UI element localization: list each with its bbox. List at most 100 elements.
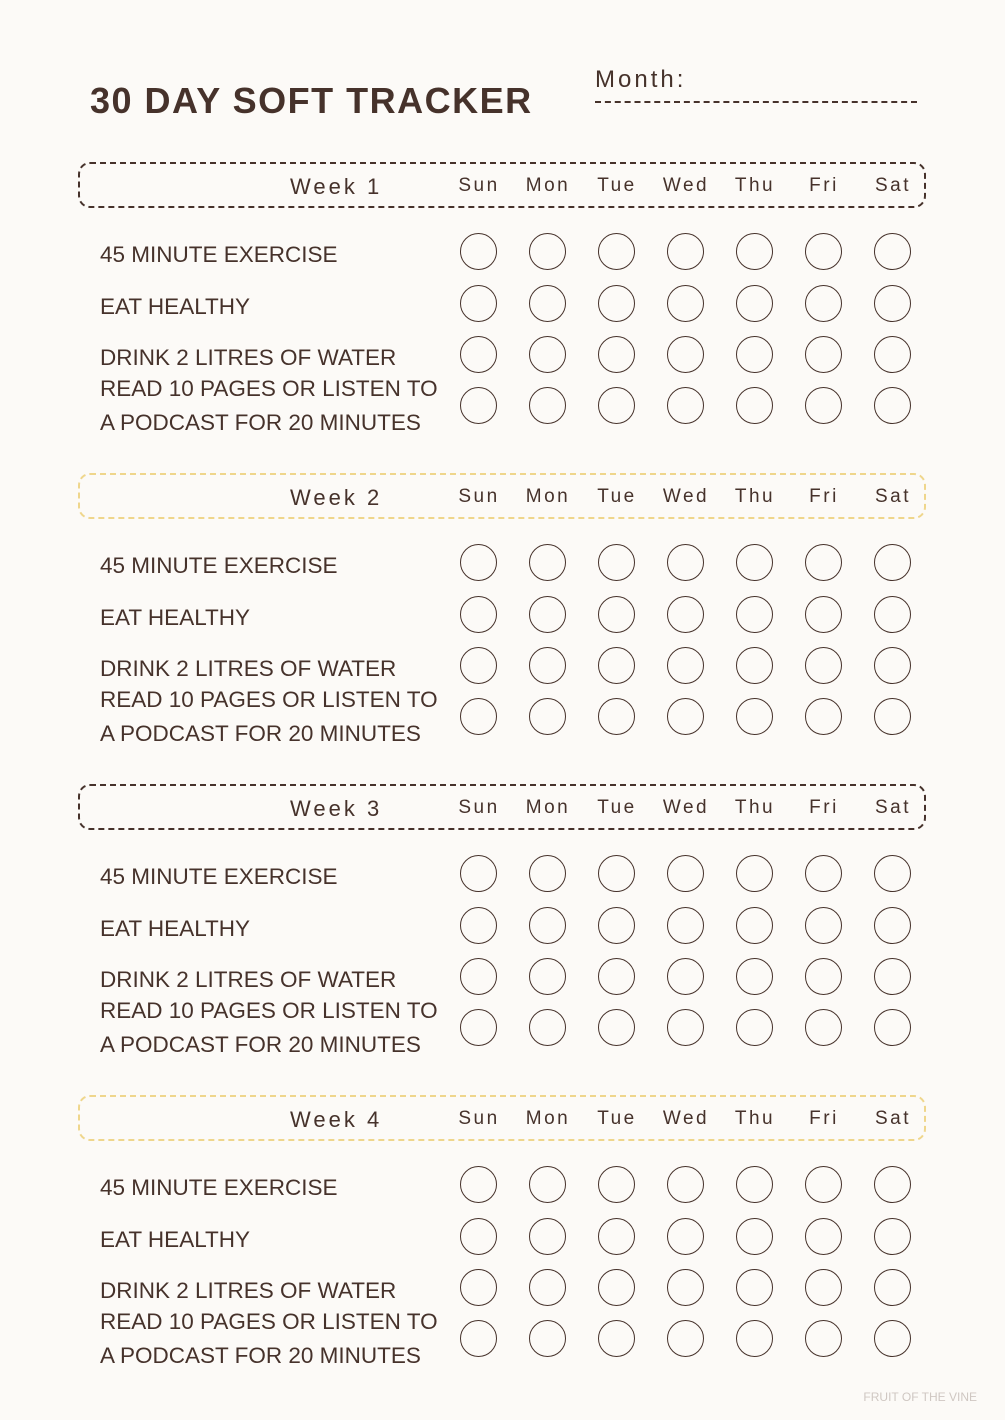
habit-checkbox-circle[interactable] — [736, 1320, 773, 1357]
habit-checkbox-circle[interactable] — [598, 855, 635, 892]
habit-checkbox-circle[interactable] — [736, 907, 773, 944]
habit-checkbox-circle[interactable] — [805, 1218, 842, 1255]
habit-checkbox-circle[interactable] — [667, 233, 704, 270]
habit-checkbox-circle[interactable] — [529, 1166, 566, 1203]
habit-checkbox-circle[interactable] — [667, 1269, 704, 1306]
habit-checkbox-circle[interactable] — [667, 596, 704, 633]
habit-checkbox-circle[interactable] — [529, 233, 566, 270]
habit-checkbox-circle[interactable] — [598, 647, 635, 684]
habit-checkbox-circle[interactable] — [874, 233, 911, 270]
habit-checkbox-circle[interactable] — [805, 285, 842, 322]
habit-checkbox-circle[interactable] — [598, 1320, 635, 1357]
habit-checkbox-circle[interactable] — [529, 958, 566, 995]
habit-checkbox-circle[interactable] — [667, 698, 704, 735]
habit-checkbox-circle[interactable] — [598, 285, 635, 322]
habit-checkbox-circle[interactable] — [529, 1269, 566, 1306]
habit-checkbox-circle[interactable] — [598, 1269, 635, 1306]
habit-checkbox-circle[interactable] — [460, 1009, 497, 1046]
habit-checkbox-circle[interactable] — [736, 233, 773, 270]
habit-checkbox-circle[interactable] — [667, 1166, 704, 1203]
habit-checkbox-circle[interactable] — [529, 907, 566, 944]
habit-checkbox-circle[interactable] — [460, 1218, 497, 1255]
habit-checkbox-circle[interactable] — [874, 387, 911, 424]
habit-checkbox-circle[interactable] — [667, 855, 704, 892]
habit-checkbox-circle[interactable] — [598, 1218, 635, 1255]
habit-checkbox-circle[interactable] — [598, 336, 635, 373]
habit-checkbox-circle[interactable] — [805, 596, 842, 633]
habit-checkbox-circle[interactable] — [460, 907, 497, 944]
habit-checkbox-circle[interactable] — [736, 855, 773, 892]
habit-checkbox-circle[interactable] — [805, 855, 842, 892]
habit-checkbox-circle[interactable] — [598, 907, 635, 944]
habit-checkbox-circle[interactable] — [529, 1218, 566, 1255]
habit-checkbox-circle[interactable] — [460, 1166, 497, 1203]
habit-checkbox-circle[interactable] — [874, 1166, 911, 1203]
habit-checkbox-circle[interactable] — [805, 233, 842, 270]
habit-checkbox-circle[interactable] — [460, 958, 497, 995]
habit-checkbox-circle[interactable] — [874, 336, 911, 373]
habit-checkbox-circle[interactable] — [529, 698, 566, 735]
habit-checkbox-circle[interactable] — [874, 958, 911, 995]
habit-checkbox-circle[interactable] — [667, 544, 704, 581]
habit-checkbox-circle[interactable] — [598, 387, 635, 424]
habit-checkbox-circle[interactable] — [874, 907, 911, 944]
habit-checkbox-circle[interactable] — [529, 387, 566, 424]
habit-checkbox-circle[interactable] — [529, 1009, 566, 1046]
habit-checkbox-circle[interactable] — [874, 1009, 911, 1046]
habit-checkbox-circle[interactable] — [598, 958, 635, 995]
habit-checkbox-circle[interactable] — [460, 387, 497, 424]
habit-checkbox-circle[interactable] — [805, 387, 842, 424]
habit-checkbox-circle[interactable] — [667, 1218, 704, 1255]
habit-checkbox-circle[interactable] — [460, 285, 497, 322]
habit-checkbox-circle[interactable] — [598, 698, 635, 735]
habit-checkbox-circle[interactable] — [805, 907, 842, 944]
habit-checkbox-circle[interactable] — [736, 1166, 773, 1203]
habit-checkbox-circle[interactable] — [874, 855, 911, 892]
habit-checkbox-circle[interactable] — [805, 1166, 842, 1203]
habit-checkbox-circle[interactable] — [805, 336, 842, 373]
habit-checkbox-circle[interactable] — [667, 387, 704, 424]
habit-checkbox-circle[interactable] — [460, 1320, 497, 1357]
habit-checkbox-circle[interactable] — [874, 647, 911, 684]
habit-checkbox-circle[interactable] — [529, 596, 566, 633]
habit-checkbox-circle[interactable] — [667, 907, 704, 944]
habit-checkbox-circle[interactable] — [598, 1166, 635, 1203]
habit-checkbox-circle[interactable] — [460, 855, 497, 892]
habit-checkbox-circle[interactable] — [874, 1269, 911, 1306]
habit-checkbox-circle[interactable] — [874, 596, 911, 633]
habit-checkbox-circle[interactable] — [805, 1009, 842, 1046]
habit-checkbox-circle[interactable] — [529, 647, 566, 684]
habit-checkbox-circle[interactable] — [736, 387, 773, 424]
habit-checkbox-circle[interactable] — [736, 336, 773, 373]
habit-checkbox-circle[interactable] — [598, 596, 635, 633]
habit-checkbox-circle[interactable] — [667, 958, 704, 995]
habit-checkbox-circle[interactable] — [460, 233, 497, 270]
habit-checkbox-circle[interactable] — [460, 596, 497, 633]
habit-checkbox-circle[interactable] — [805, 1269, 842, 1306]
habit-checkbox-circle[interactable] — [598, 233, 635, 270]
habit-checkbox-circle[interactable] — [805, 1320, 842, 1357]
habit-checkbox-circle[interactable] — [460, 336, 497, 373]
habit-checkbox-circle[interactable] — [598, 1009, 635, 1046]
habit-checkbox-circle[interactable] — [736, 285, 773, 322]
habit-checkbox-circle[interactable] — [736, 1218, 773, 1255]
habit-checkbox-circle[interactable] — [805, 544, 842, 581]
habit-checkbox-circle[interactable] — [874, 1218, 911, 1255]
habit-checkbox-circle[interactable] — [667, 1320, 704, 1357]
habit-checkbox-circle[interactable] — [460, 1269, 497, 1306]
habit-checkbox-circle[interactable] — [736, 1269, 773, 1306]
habit-checkbox-circle[interactable] — [736, 544, 773, 581]
habit-checkbox-circle[interactable] — [736, 596, 773, 633]
habit-checkbox-circle[interactable] — [529, 1320, 566, 1357]
habit-checkbox-circle[interactable] — [598, 544, 635, 581]
habit-checkbox-circle[interactable] — [736, 698, 773, 735]
habit-checkbox-circle[interactable] — [460, 647, 497, 684]
habit-checkbox-circle[interactable] — [874, 698, 911, 735]
habit-checkbox-circle[interactable] — [529, 544, 566, 581]
habit-checkbox-circle[interactable] — [460, 698, 497, 735]
habit-checkbox-circle[interactable] — [736, 1009, 773, 1046]
habit-checkbox-circle[interactable] — [667, 1009, 704, 1046]
habit-checkbox-circle[interactable] — [805, 958, 842, 995]
habit-checkbox-circle[interactable] — [874, 285, 911, 322]
habit-checkbox-circle[interactable] — [874, 544, 911, 581]
